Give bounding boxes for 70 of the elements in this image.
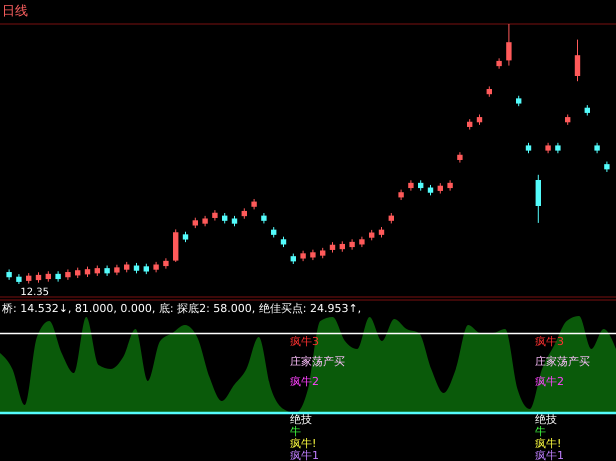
candlestick xyxy=(300,250,306,262)
candlestick xyxy=(320,247,326,259)
candlestick xyxy=(555,142,561,154)
candlestick xyxy=(516,95,522,107)
candlestick xyxy=(545,142,551,154)
candlestick xyxy=(75,267,80,279)
candlestick xyxy=(359,236,365,248)
candlestick xyxy=(506,24,512,66)
text: 疯牛! xyxy=(290,437,316,450)
annotation: 庄家荡产买 xyxy=(290,355,345,368)
annotation: 疯牛3 xyxy=(535,335,564,348)
candlestick xyxy=(418,180,424,192)
candlestick xyxy=(330,242,336,254)
candlestick xyxy=(212,210,218,222)
annotation: 绝技 xyxy=(290,413,312,426)
candlestick xyxy=(16,274,22,284)
text: 12.35 xyxy=(20,287,50,298)
candlestick xyxy=(290,253,296,264)
candlestick xyxy=(584,104,590,116)
candlestick xyxy=(388,212,394,224)
candlestick xyxy=(104,265,110,276)
annotation: 庄家荡产买 xyxy=(535,355,590,368)
candlestick xyxy=(438,182,443,194)
candlestick xyxy=(65,268,71,280)
candlestick xyxy=(565,114,570,126)
candlestick xyxy=(476,114,482,126)
candlestick xyxy=(486,86,492,98)
candlestick xyxy=(144,263,149,275)
candlestick xyxy=(378,226,384,238)
candlestick xyxy=(6,268,12,280)
candlestick xyxy=(192,217,198,229)
candlestick xyxy=(574,39,580,82)
text: 疯牛1 xyxy=(535,449,564,461)
candlestick xyxy=(84,266,90,278)
candlestick xyxy=(124,261,130,273)
annotation: 疯牛2 xyxy=(290,375,319,388)
candlestick xyxy=(114,264,120,276)
candlestick xyxy=(369,229,374,241)
candlestick xyxy=(594,142,600,154)
candlestick xyxy=(467,118,472,130)
annotation: 绝技 xyxy=(535,413,557,426)
chart-title: 桥: 14.532↓, 81.000, 0.000, 底: 探底2: 58.000, 绝佳买点: 24.953↑, xyxy=(1,302,362,315)
candlestick xyxy=(55,270,61,282)
candlestick xyxy=(153,261,159,273)
candlestick xyxy=(398,189,404,201)
text: 牛 xyxy=(535,425,546,438)
candlestick xyxy=(271,226,276,238)
candlestick xyxy=(447,180,453,192)
candlestick xyxy=(496,58,502,70)
candlestick xyxy=(222,212,228,224)
candlestick xyxy=(261,212,267,224)
candlestick xyxy=(340,240,345,252)
candlestick xyxy=(408,180,414,192)
text: 疯牛1 xyxy=(290,449,319,461)
candlestick xyxy=(202,215,208,227)
candlestick xyxy=(604,161,610,172)
text: 牛 xyxy=(290,425,301,438)
annotation: 疯牛3 xyxy=(290,335,319,348)
annotation: 疯牛2 xyxy=(535,375,564,388)
candlestick xyxy=(94,265,100,276)
candlestick xyxy=(310,249,316,261)
candlestick xyxy=(26,272,32,284)
candlestick xyxy=(242,208,247,220)
candlestick xyxy=(163,258,169,270)
chart-title: 日线 xyxy=(2,4,28,19)
candlestick xyxy=(251,198,257,210)
candlestick xyxy=(457,152,463,164)
candlestick xyxy=(46,270,51,282)
text: 疯牛! xyxy=(535,437,562,450)
candlestick xyxy=(349,238,355,250)
